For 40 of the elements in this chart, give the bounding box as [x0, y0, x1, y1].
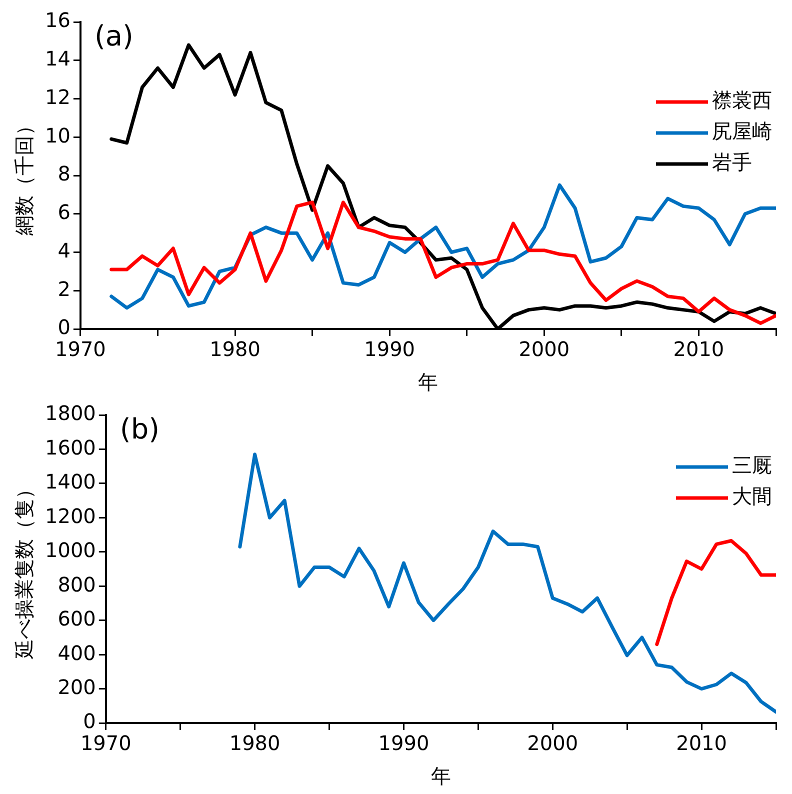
y-tick-label: 2 — [58, 276, 70, 301]
y-axis-title: 網数（千回） — [12, 116, 36, 236]
x-tick-label: 1970 — [80, 731, 132, 756]
y-tick-label: 1400 — [44, 470, 96, 494]
x-axis-title: 年 — [418, 370, 438, 394]
y-tick-label: 400 — [58, 640, 96, 665]
y-tick-label: 600 — [58, 606, 96, 631]
y-tick-label: 1000 — [44, 538, 96, 562]
legend-label: 大間 — [732, 484, 772, 508]
y-tick-label: 8 — [58, 162, 70, 186]
annotation: (a) — [94, 19, 134, 52]
y-axis-title: 延べ操業隻数（隻） — [12, 479, 36, 660]
y-tick-label: 1600 — [44, 435, 96, 460]
legend-label: 岩手 — [712, 150, 752, 174]
x-tick-label: 2010 — [676, 731, 727, 756]
legend-label: 三厩 — [732, 453, 772, 478]
y-tick-label: 16 — [44, 8, 70, 32]
y-tick-label: 0 — [58, 315, 70, 340]
y-tick-label: 14 — [44, 46, 70, 71]
y-tick-label: 10 — [44, 123, 70, 148]
y-tick-label: 4 — [58, 238, 70, 262]
y-tick-label: 1800 — [44, 401, 96, 426]
x-tick-label: 2000 — [527, 731, 578, 756]
x-tick-label: 1980 — [229, 731, 280, 756]
x-axis-title: 年 — [430, 764, 451, 788]
x-tick-label: 2010 — [673, 337, 724, 362]
x-tick-label: 1990 — [378, 731, 430, 756]
y-tick-label: 0 — [83, 709, 96, 734]
y-tick-label: 6 — [58, 200, 70, 224]
legend-label: 尻屋崎 — [712, 119, 772, 144]
x-tick-label: 1990 — [364, 337, 416, 362]
y-tick-label: 200 — [58, 674, 96, 699]
x-tick-label: 2000 — [518, 337, 570, 362]
y-tick-label: 12 — [44, 84, 70, 109]
annotation: (b) — [120, 412, 160, 446]
x-tick-label: 1970 — [54, 337, 106, 362]
legend-label: 襟裳西 — [712, 88, 772, 112]
y-tick-label: 800 — [58, 572, 96, 596]
y-tick-label: 1200 — [44, 504, 96, 528]
x-tick-label: 1980 — [210, 337, 260, 362]
